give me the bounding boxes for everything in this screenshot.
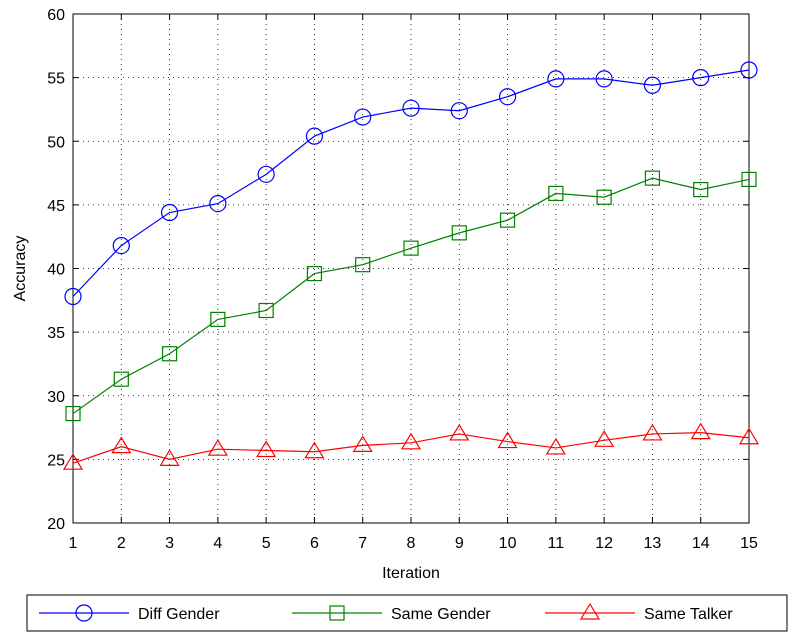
same-talker-point — [256, 440, 277, 458]
same-talker-point — [111, 436, 132, 454]
same-gender-point — [693, 182, 709, 198]
x-tick-label: 13 — [644, 535, 662, 552]
y-tick-label: 20 — [47, 516, 65, 533]
y-tick-label: 25 — [47, 452, 65, 469]
same-gender-point — [644, 170, 661, 186]
diff-gender-point — [498, 88, 517, 106]
same-talker-point — [352, 435, 373, 452]
same-gender-point — [258, 302, 274, 319]
legend-same-talker-marker — [579, 602, 601, 620]
x-tick-label: 4 — [213, 535, 222, 552]
x-tick-label: 9 — [455, 535, 464, 552]
legend-same-gender-label: Same Gender — [391, 606, 491, 623]
diff-gender-point — [209, 195, 227, 213]
same-gender-point — [161, 346, 178, 362]
y-tick-label: 60 — [47, 7, 65, 24]
same-gender-point — [65, 405, 81, 422]
x-tick-label: 6 — [310, 535, 319, 552]
y-tick-label: 50 — [47, 134, 65, 151]
same-gender-line — [72, 177, 750, 415]
same-gender-point — [451, 225, 467, 241]
x-tick-label: 12 — [595, 535, 613, 552]
legend: Diff Gender Same Gender Same Talker — [26, 594, 788, 632]
y-tick-label: 55 — [47, 71, 65, 88]
diff-gender-point — [257, 165, 275, 183]
diff-gender-point — [547, 70, 565, 88]
y-axis-label: Accuracy — [12, 236, 29, 302]
diff-gender-point — [160, 203, 179, 222]
diff-gender-point — [305, 127, 324, 145]
x-tick-label: 15 — [740, 535, 758, 552]
same-gender-point — [548, 185, 564, 202]
x-tick-label: 14 — [692, 535, 710, 552]
diff-gender-point — [450, 102, 468, 120]
same-talker-point — [304, 441, 325, 459]
same-talker-point — [594, 430, 615, 447]
series-group — [62, 61, 760, 470]
diff-gender-point — [64, 287, 82, 306]
y-tick-label: 40 — [47, 262, 65, 279]
same-gender-point — [355, 257, 371, 273]
same-talker-point — [545, 437, 566, 455]
x-tick-label: 1 — [69, 535, 78, 552]
same-talker-point — [497, 431, 518, 449]
x-tick-label: 11 — [548, 535, 565, 552]
same-talker-point — [449, 423, 470, 441]
grid-lines — [73, 14, 749, 523]
same-talker-point — [207, 439, 228, 456]
diff-gender-point — [112, 236, 130, 255]
x-tick-label: 3 — [165, 535, 174, 552]
same-talker-point — [642, 423, 663, 441]
y-tick-label: 35 — [47, 325, 65, 342]
same-talker-point — [738, 427, 760, 445]
x-tick-label: 10 — [499, 535, 517, 552]
diff-gender-point — [354, 108, 372, 126]
y-tick-label: 45 — [47, 198, 65, 215]
same-gender-point — [499, 212, 516, 228]
x-tick-label: 5 — [262, 535, 271, 552]
same-gender-point — [113, 371, 129, 387]
diff-gender-point — [692, 69, 710, 87]
diff-gender-point — [595, 70, 613, 88]
x-tick-label: 7 — [358, 535, 367, 552]
legend-diff-gender-marker — [75, 604, 93, 622]
legend-box — [26, 594, 788, 632]
same-gender-point — [403, 240, 419, 256]
same-talker-point — [400, 432, 422, 450]
x-axis-label: Iteration — [382, 565, 440, 582]
same-talker-line — [72, 432, 750, 464]
same-gender-point — [741, 171, 757, 188]
same-talker-point — [159, 449, 180, 466]
legend-same-gender-marker — [329, 605, 345, 621]
diff-gender-point — [402, 99, 420, 117]
same-gender-point — [596, 189, 612, 205]
x-tick-label: 8 — [407, 535, 416, 552]
x-tick-label: 2 — [117, 535, 126, 552]
diff-gender-point — [643, 76, 662, 94]
same-gender-point — [306, 265, 323, 282]
same-talker-point — [62, 453, 84, 470]
same-gender-point — [210, 311, 226, 327]
diff-gender-point — [740, 61, 758, 79]
y-tick-label: 30 — [47, 389, 65, 406]
legend-diff-gender-label: Diff Gender — [138, 606, 220, 623]
legend-same-talker-label: Same Talker — [644, 606, 733, 623]
diff-gender-line — [72, 69, 750, 297]
same-talker-point — [690, 422, 711, 440]
plot-frame — [72, 13, 750, 524]
